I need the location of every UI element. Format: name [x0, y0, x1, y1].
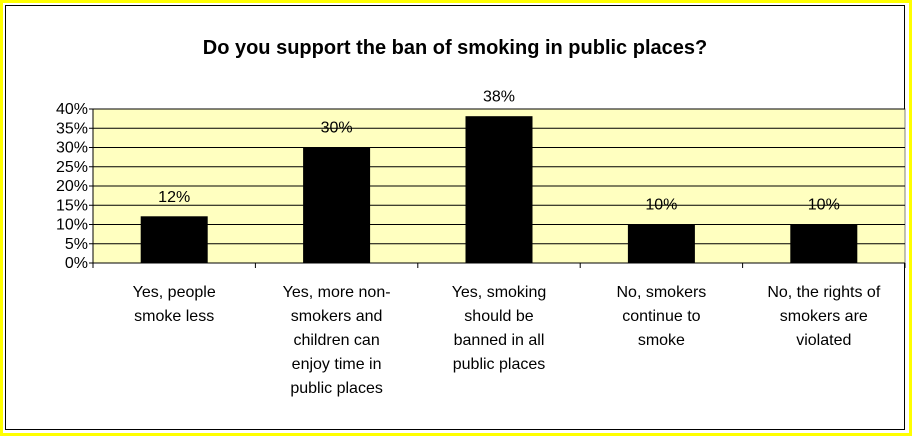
- category-label-line: Yes, smoking: [452, 284, 547, 301]
- category-label-line: children can: [293, 332, 379, 349]
- y-tick-label: 10%: [56, 217, 88, 234]
- x-category-label: Yes, smoking should be banned in all public…: [452, 284, 547, 373]
- category-label-line: smokers and: [291, 308, 383, 325]
- y-tick-label: 0%: [65, 255, 88, 272]
- data-label: 12%: [158, 189, 190, 206]
- category-label-line: enjoy time in: [292, 356, 382, 373]
- x-category-label: Yes, people smoke less: [133, 284, 216, 325]
- category-label-line: smoke less: [134, 308, 214, 325]
- chart-title: Do you support the ban of smoking in pub…: [203, 37, 707, 59]
- category-label-line: Yes, more non-: [283, 284, 391, 301]
- y-tick-label: 30%: [56, 140, 88, 157]
- category-label-line: banned in all: [454, 332, 545, 349]
- category-label-line: public places: [290, 380, 383, 397]
- bar: [627, 224, 695, 264]
- bar: [790, 224, 858, 264]
- category-label-line: public places: [453, 356, 546, 373]
- y-tick-label: 25%: [56, 159, 88, 176]
- data-label: 10%: [645, 197, 677, 214]
- bar: [140, 216, 208, 264]
- category-label-line: No, the rights of: [767, 284, 881, 301]
- x-category-label: Yes, more non-smokers and children can enj…: [283, 284, 391, 397]
- y-tick-label: 40%: [56, 101, 88, 118]
- bar: [465, 116, 533, 264]
- category-label-line: should be: [464, 308, 533, 325]
- x-category-label: No, the rights of smokers are violated: [767, 284, 881, 349]
- category-label-line: violated: [796, 332, 851, 349]
- y-tick-label: 20%: [56, 178, 88, 195]
- y-tick-label: 5%: [65, 236, 88, 253]
- category-label-line: smokers are: [780, 308, 868, 325]
- data-label: 30%: [321, 120, 353, 137]
- y-tick-label: 35%: [56, 120, 88, 137]
- category-label-line: smoke: [638, 332, 685, 349]
- bar: [303, 147, 371, 264]
- plot-area: 0% 5% 10% 15% 20% 25% 30% 35% 40% 12% Yes, people s…: [56, 89, 906, 397]
- category-label-line: continue to: [622, 308, 700, 325]
- data-label: 10%: [808, 197, 840, 214]
- data-label: 38%: [483, 89, 515, 106]
- category-label-line: Yes, people: [133, 284, 216, 301]
- x-category-label: No, smokers continue to smoke: [617, 284, 707, 349]
- y-tick-label: 15%: [56, 197, 88, 214]
- category-label-line: No, smokers: [617, 284, 707, 301]
